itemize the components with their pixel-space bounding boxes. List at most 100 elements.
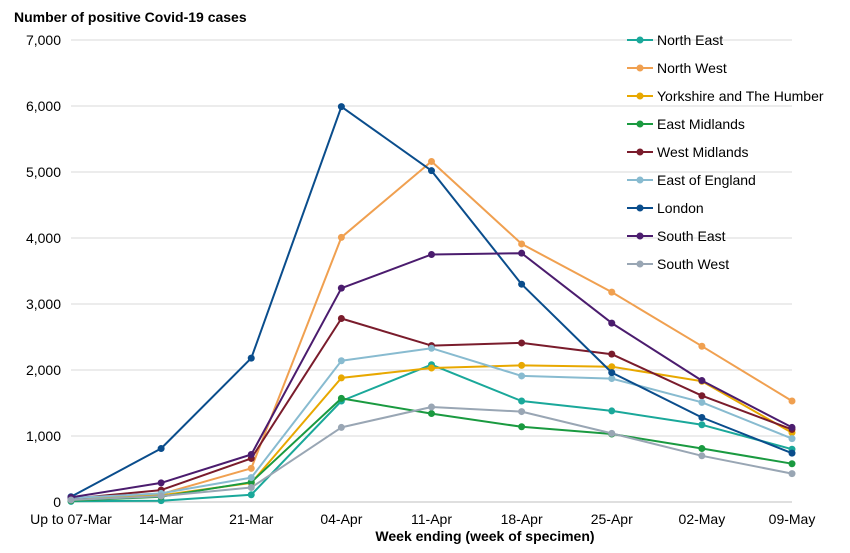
series-line [70,406,793,501]
legend-item: North West [627,60,727,76]
data-point [788,449,796,457]
data-point [247,474,255,482]
data-point [337,374,345,382]
legend-marker [636,92,644,100]
legend-label: East of England [657,172,756,188]
data-point [788,460,796,468]
data-point [247,464,255,472]
data-point [247,491,255,499]
data-point [608,407,616,415]
data-point [337,423,345,431]
legend-marker [636,232,644,240]
data-point [247,354,255,362]
data-point [428,167,435,175]
data-point [247,450,255,458]
data-point [518,372,526,380]
data-point [518,240,526,248]
data-point [518,280,526,288]
legend-marker [636,64,644,72]
legend-item: London [627,200,704,216]
data-point [157,445,165,453]
x-tick-label: Up to 07-Mar [30,511,112,527]
legend-item: Yorkshire and The Humber [627,88,824,104]
y-tick-label: 2,000 [26,362,61,378]
series-line [70,252,793,499]
data-point [337,315,345,323]
legend-label: London [657,200,704,216]
y-tick-label: 0 [53,494,61,510]
data-point [428,403,435,411]
data-point [518,397,526,405]
y-tick-label: 3,000 [26,296,61,312]
legend-label: South West [657,256,729,272]
y-tick-label: 7,000 [26,32,61,48]
data-point [698,342,706,350]
legend-item: East Midlands [627,116,745,132]
data-point [698,421,706,429]
data-point [788,423,796,431]
data-point [788,470,796,478]
data-point [428,344,435,352]
data-point [608,319,616,327]
data-point [428,251,435,258]
x-tick-label: 21-Mar [229,511,274,527]
data-point [337,357,345,365]
data-point [337,103,345,111]
data-point [608,288,616,296]
data-point [698,452,706,460]
legend-item: North East [627,32,723,48]
legend-label: North West [657,60,727,76]
x-tick-label: 02-May [679,511,726,527]
x-axis-title: Week ending (week of specimen) [375,528,594,544]
data-point [247,483,255,491]
series-line [70,363,793,503]
data-point [788,435,796,443]
x-axis-ticks: Up to 07-Mar 14-Mar 21-Mar 04-Apr 11-Apr 18-A… [30,511,815,527]
data-point [157,479,165,487]
y-tick-label: 1,000 [26,428,61,444]
series-south-east [67,249,796,501]
data-point [67,496,75,504]
data-point [337,394,345,402]
data-point [608,369,616,377]
legend-item: West Midlands [627,144,749,160]
legend-marker [636,260,644,268]
data-point [698,392,706,400]
legend-label: South East [657,228,726,244]
x-tick-label: 04-Apr [320,511,362,527]
data-point [608,429,616,437]
series-london [67,103,796,501]
legend-marker [636,36,644,44]
data-point [608,375,616,383]
legend-label: East Midlands [657,116,745,132]
series-line [70,364,793,501]
y-axis-title: Number of positive Covid-19 cases [14,9,247,25]
data-point [428,364,435,372]
data-point [698,445,706,453]
data-point [337,233,345,241]
data-point [608,350,616,358]
legend-marker [636,176,644,184]
data-point [518,361,526,369]
y-tick-label: 4,000 [26,230,61,246]
legend-item: South East [627,228,726,244]
x-tick-label: 11-Apr [411,511,452,527]
legend-label: Yorkshire and The Humber [657,88,824,104]
legend-label: North East [657,32,723,48]
data-point [337,284,345,292]
series-south-west [67,403,796,504]
legend-marker [636,148,644,156]
y-tick-label: 6,000 [26,98,61,114]
legend-marker [636,204,644,212]
data-point [698,377,706,385]
data-point [518,408,526,416]
x-tick-label: 25-Apr [591,511,633,527]
y-axis-ticks: 0 1,000 2,000 3,000 4,000 5,000 6,000 7,000 [26,32,61,510]
legend: North East North West Yorkshire and The Hu… [627,32,824,272]
series-group [67,103,796,505]
x-tick-label: 14-Mar [139,511,184,527]
x-tick-label: 18-Apr [501,511,543,527]
data-point [698,414,706,422]
data-point [428,157,435,165]
